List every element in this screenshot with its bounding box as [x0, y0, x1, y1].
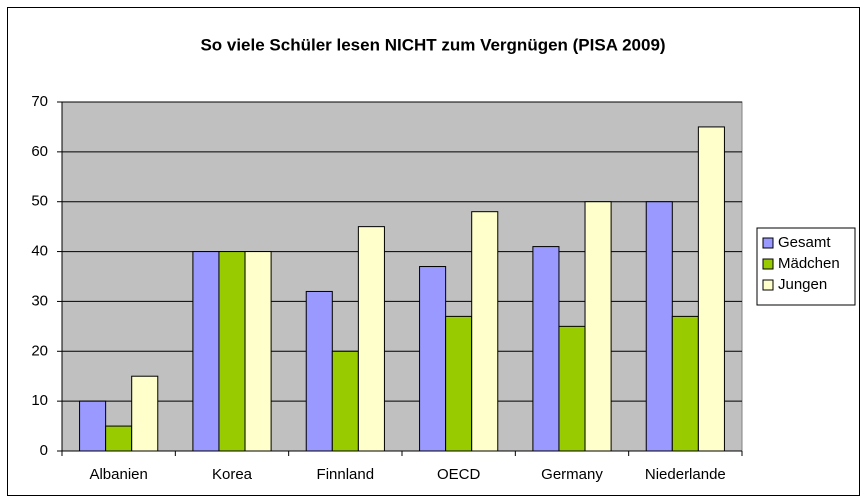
chart-title: So viele Schüler lesen NICHT zum Vergnüg…: [200, 35, 665, 54]
plot-area: [61, 101, 743, 452]
y-tick-label: 30: [31, 292, 48, 309]
bar: [445, 315, 473, 452]
bar: [79, 400, 107, 452]
bar: [331, 350, 359, 452]
y-tick-label: 40: [31, 243, 48, 260]
bar: [357, 226, 385, 452]
bar: [218, 251, 246, 452]
y-tick-label: 70: [31, 93, 48, 110]
legend-swatch: [762, 237, 774, 249]
bar: [671, 315, 699, 452]
bar: [192, 251, 220, 452]
y-tick-label: 10: [31, 392, 48, 409]
bar: [471, 211, 499, 452]
y-tick-label: 20: [31, 342, 48, 359]
bar: [305, 290, 333, 452]
x-tick-label: Niederlande: [645, 466, 726, 483]
bar: [419, 266, 447, 452]
y-tick-label: 0: [40, 442, 48, 459]
bar: [105, 425, 133, 452]
x-tick-label: Germany: [541, 466, 603, 483]
bar: [532, 246, 560, 452]
bar: [584, 201, 612, 452]
x-tick-label: Finnland: [317, 466, 375, 483]
bar: [244, 251, 272, 452]
x-tick-label: Albanien: [89, 466, 147, 483]
legend-label: Jungen: [778, 276, 827, 293]
x-tick-label: OECD: [437, 466, 481, 483]
bar: [558, 325, 586, 452]
y-tick-label: 60: [31, 143, 48, 160]
legend-label: Mädchen: [778, 255, 840, 272]
x-tick-label: Korea: [212, 466, 253, 483]
bar: [645, 201, 673, 452]
bar: [131, 375, 159, 452]
y-tick-label: 50: [31, 193, 48, 210]
legend-swatch: [762, 279, 774, 291]
bar: [697, 126, 725, 452]
legend-swatch: [762, 258, 774, 270]
legend-label: Gesamt: [778, 234, 831, 251]
